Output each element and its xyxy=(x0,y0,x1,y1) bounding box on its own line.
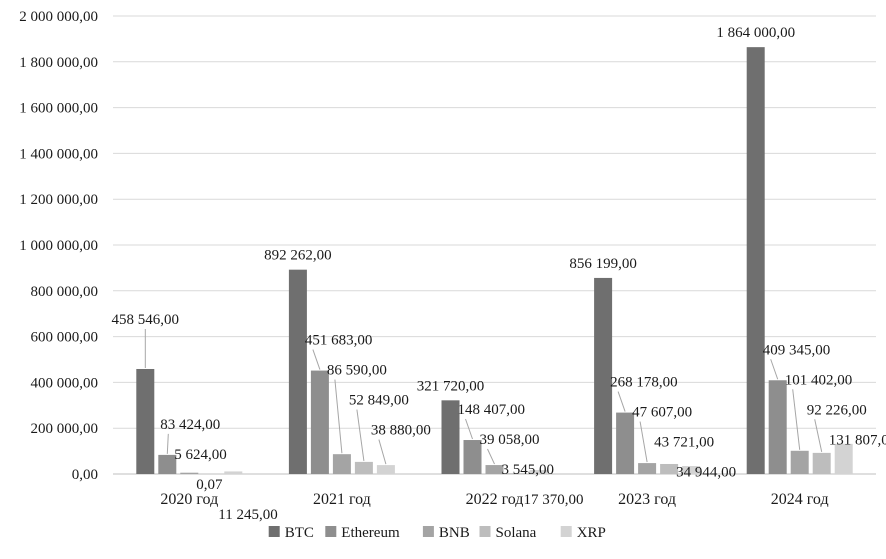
bar xyxy=(333,454,351,474)
x-tick-label: 2024 год xyxy=(771,491,829,508)
data-label: 92 226,00 xyxy=(807,402,867,418)
leader-line xyxy=(771,359,778,379)
data-label: 409 345,00 xyxy=(763,342,831,358)
bar xyxy=(377,465,395,474)
leader-line xyxy=(167,434,168,454)
data-label: 856 199,00 xyxy=(569,256,637,272)
bar xyxy=(311,371,329,474)
legend-swatch xyxy=(325,526,336,537)
bar xyxy=(616,413,634,474)
data-label: 451 683,00 xyxy=(305,333,373,349)
y-tick-label: 1 800 000,00 xyxy=(19,55,98,71)
data-label: 148 407,00 xyxy=(458,402,526,418)
leader-line xyxy=(640,422,647,463)
leader-line xyxy=(793,389,800,450)
y-tick-label: 600 000,00 xyxy=(31,330,99,346)
legend-label: XRP xyxy=(577,525,606,541)
data-label: 321 720,00 xyxy=(417,378,485,394)
x-axis-ticks: 2020 год 2021 год 2022 год 2023 год 2024 год xyxy=(160,491,828,508)
x-tick-label: 2021 год xyxy=(313,491,371,508)
data-label: 47 607,00 xyxy=(632,405,692,421)
y-tick-label: 400 000,00 xyxy=(31,375,99,391)
data-label: 86 590,00 xyxy=(327,363,387,379)
legend-swatch xyxy=(269,526,280,537)
data-label: 17 370,00 xyxy=(524,492,584,508)
data-label: 1 864 000,00 xyxy=(716,25,795,41)
x-tick-label: 2023 год xyxy=(618,491,676,508)
data-label: 34 944,00 xyxy=(676,465,736,481)
leader-line xyxy=(357,410,364,461)
leader-line xyxy=(379,440,386,465)
y-tick-label: 800 000,00 xyxy=(31,284,99,300)
leader-line xyxy=(313,350,320,370)
leader-line xyxy=(488,449,495,464)
bar xyxy=(180,473,198,474)
x-tick-label: 2020 год xyxy=(160,491,218,508)
bar xyxy=(747,47,765,474)
data-label: 38 880,00 xyxy=(371,423,431,439)
legend-label: BNB xyxy=(439,525,470,541)
bar xyxy=(769,380,787,474)
data-label: 892 262,00 xyxy=(264,248,332,264)
y-axis-ticks: 0,00 200 000,00 400 000,00 600 000,00 800 00… xyxy=(19,9,98,483)
data-label: 11 245,00 xyxy=(218,507,277,523)
legend-swatch xyxy=(480,526,491,537)
leader-line xyxy=(466,419,473,439)
legend-label: Solana xyxy=(496,525,537,541)
y-tick-label: 1 200 000,00 xyxy=(19,192,98,208)
y-tick-label: 200 000,00 xyxy=(31,421,99,437)
data-label: 52 849,00 xyxy=(349,393,409,409)
legend-swatch xyxy=(423,526,434,537)
data-label: 458 546,00 xyxy=(112,312,180,328)
data-label: 39 058,00 xyxy=(480,432,540,448)
bar xyxy=(224,471,242,474)
leader-line xyxy=(335,380,342,454)
bar xyxy=(813,453,831,474)
data-label: 101 402,00 xyxy=(785,372,853,388)
y-tick-label: 1 600 000,00 xyxy=(19,101,98,117)
legend-label: BTC xyxy=(285,525,314,541)
data-label: 43 721,00 xyxy=(654,435,714,451)
legend-label: Ethereum xyxy=(341,525,400,541)
legend: BTC Ethereum BNB Solana XRP xyxy=(269,525,606,541)
data-label: 3 545,00 xyxy=(502,462,555,478)
bar xyxy=(136,369,154,474)
bar xyxy=(638,463,656,474)
bar xyxy=(355,462,373,474)
data-label: 5 624,00 xyxy=(174,447,227,463)
y-tick-label: 1 000 000,00 xyxy=(19,238,98,254)
leader-line xyxy=(618,392,625,412)
y-tick-label: 0,00 xyxy=(72,467,98,483)
data-label: 83 424,00 xyxy=(160,417,220,433)
x-tick-label: 2022 год xyxy=(466,491,524,508)
bar xyxy=(835,444,853,474)
y-tick-label: 1 400 000,00 xyxy=(19,146,98,162)
bar xyxy=(791,451,809,474)
data-label: 131 807,00 xyxy=(829,432,886,448)
y-tick-label: 2 000 000,00 xyxy=(19,9,98,25)
leader-line xyxy=(815,419,822,452)
legend-swatch xyxy=(561,526,572,537)
bar xyxy=(289,270,307,474)
data-label: 268 178,00 xyxy=(610,375,678,391)
